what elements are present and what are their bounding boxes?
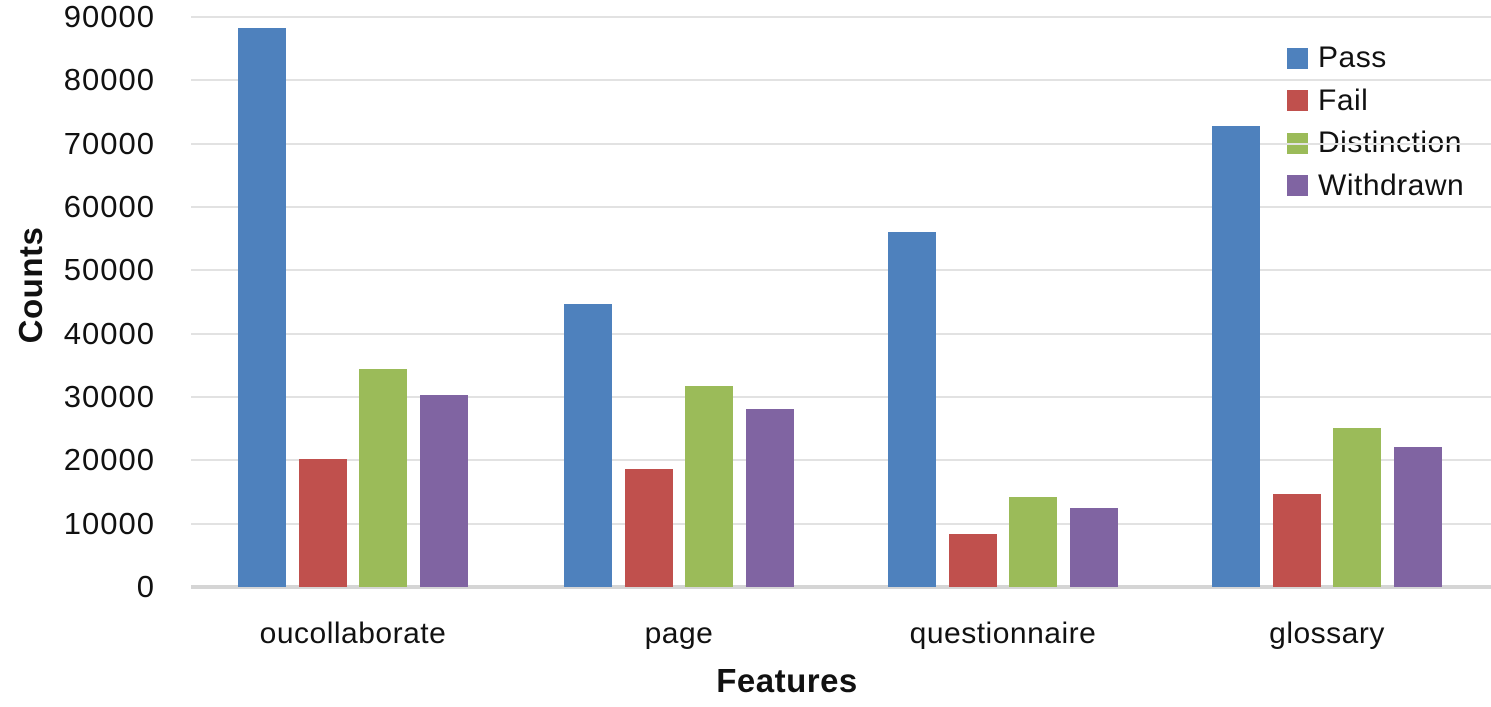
x-category-label-questionnaire: questionnaire bbox=[909, 617, 1097, 650]
bar-fail-oucollaborate bbox=[298, 459, 347, 587]
bar-pass-glossary bbox=[1212, 125, 1261, 587]
bar-pass-page bbox=[564, 303, 613, 587]
bar-distinction-page bbox=[685, 386, 734, 587]
gridline bbox=[191, 269, 1491, 272]
y-tick-label: 10000 bbox=[63, 505, 155, 541]
x-axis-title: Features bbox=[716, 662, 858, 699]
legend-swatch-icon bbox=[1287, 175, 1308, 196]
x-axis-line bbox=[191, 585, 1491, 589]
bar-withdrawn-questionnaire bbox=[1069, 507, 1118, 587]
bar-withdrawn-page bbox=[745, 409, 794, 587]
legend-item-pass: Pass bbox=[1287, 43, 1387, 73]
bar-fail-questionnaire bbox=[948, 533, 997, 587]
bar-fail-glossary bbox=[1272, 493, 1321, 587]
gridline bbox=[191, 16, 1491, 18]
x-category-label-page: page bbox=[644, 617, 714, 650]
gridline bbox=[191, 332, 1491, 335]
bar-pass-oucollaborate bbox=[238, 27, 287, 587]
gridline bbox=[191, 79, 1491, 82]
y-tick-label: 90000 bbox=[63, 0, 155, 34]
y-tick-label: 70000 bbox=[63, 125, 155, 161]
y-tick-label: 20000 bbox=[63, 442, 155, 478]
legend-item-withdrawn: Withdrawn bbox=[1287, 168, 1465, 202]
legend-swatch-icon bbox=[1287, 47, 1308, 69]
y-tick-label: 40000 bbox=[63, 315, 155, 351]
gridline bbox=[191, 522, 1491, 525]
bar-fail-page bbox=[624, 469, 673, 587]
y-tick-label: 50000 bbox=[63, 252, 155, 288]
y-tick-label: 0 bbox=[136, 569, 155, 604]
gridline bbox=[191, 396, 1491, 398]
x-category-label-oucollaborate: oucollaborate bbox=[259, 617, 447, 650]
y-tick-label: 60000 bbox=[63, 189, 155, 224]
gridline bbox=[191, 142, 1491, 145]
legend-label: Fail bbox=[1318, 83, 1369, 117]
bar-distinction-oucollaborate bbox=[359, 369, 408, 587]
bar-withdrawn-glossary bbox=[1393, 447, 1442, 587]
gridline bbox=[191, 459, 1491, 462]
bar-distinction-questionnaire bbox=[1009, 497, 1058, 587]
legend-label: Pass bbox=[1318, 41, 1387, 74]
legend-label: Distinction bbox=[1318, 126, 1462, 159]
legend-item-distinction: Distinction bbox=[1287, 128, 1462, 158]
bar-pass-questionnaire bbox=[888, 231, 937, 587]
legend-label: Withdrawn bbox=[1318, 168, 1465, 202]
bar-distinction-glossary bbox=[1333, 428, 1382, 587]
y-tick-label: 30000 bbox=[63, 379, 155, 414]
gridline bbox=[191, 206, 1491, 208]
y-tick-label: 80000 bbox=[63, 62, 155, 98]
bar-withdrawn-oucollaborate bbox=[419, 395, 468, 587]
x-category-label-glossary: glossary bbox=[1269, 617, 1385, 650]
legend-swatch-icon bbox=[1287, 90, 1308, 111]
legend-item-fail: Fail bbox=[1287, 83, 1369, 117]
